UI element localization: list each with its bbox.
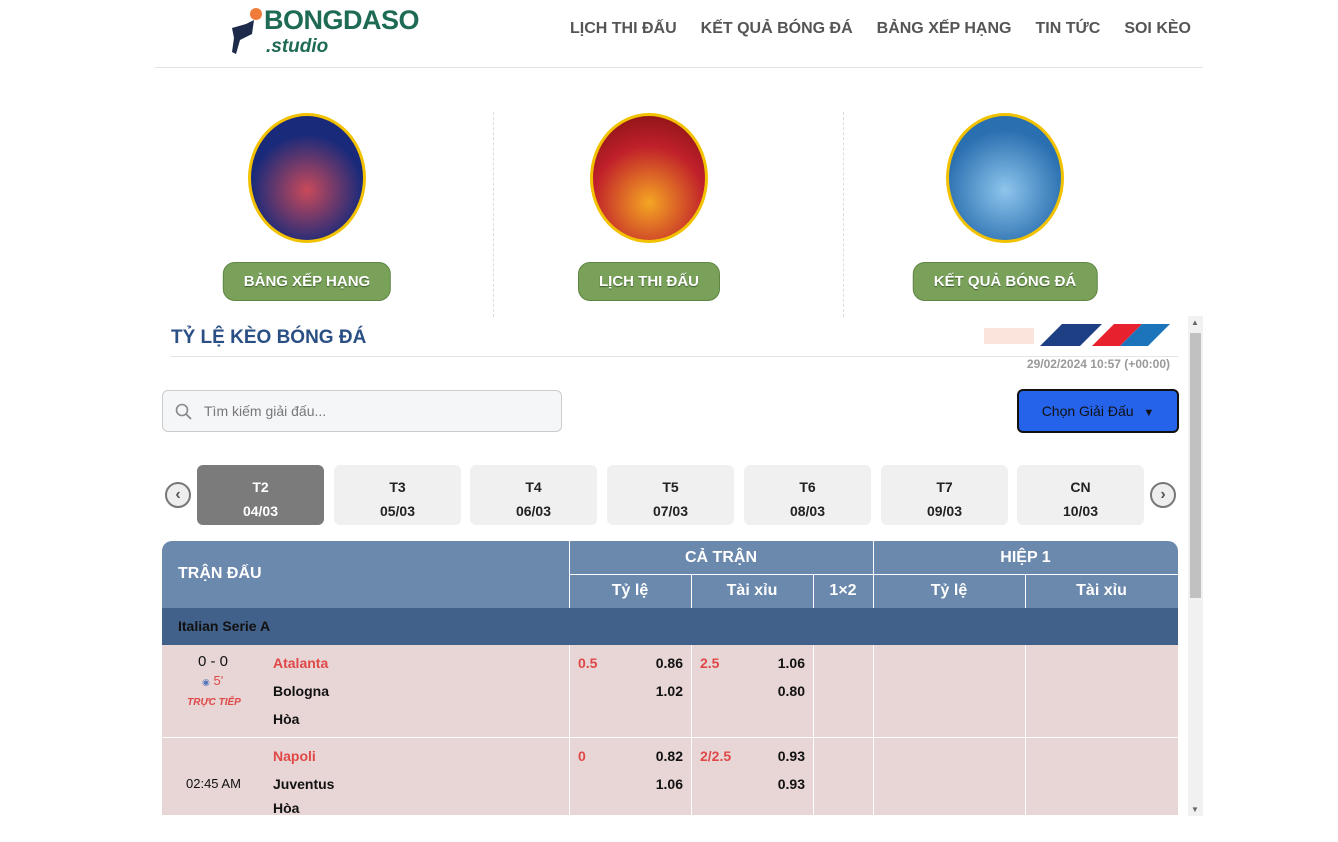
handicap-away-odds[interactable]: 1.02 — [655, 683, 683, 699]
players-image — [248, 113, 366, 243]
over-under-line: 2/2.5 — [700, 748, 732, 764]
day-tab[interactable]: T6 08/03 — [744, 465, 871, 525]
choose-league-dropdown[interactable]: Chọn Giải Đấu ▼ — [1017, 389, 1179, 433]
feature-schedule: LỊCH THI ĐẤU — [474, 97, 824, 317]
away-team: Bologna — [273, 683, 329, 699]
scroll-up-icon[interactable]: ▲ — [1191, 318, 1199, 327]
handicap: 0.5 — [578, 655, 598, 671]
away-team: Juventus — [273, 776, 335, 792]
nav-soi-keo[interactable]: SOI KÈO — [1124, 20, 1191, 37]
feature-results: KẾT QUẢ BÓNG ĐÁ — [830, 97, 1180, 317]
nav-lich-thi-dau[interactable]: LỊCH THI ĐẤU — [569, 20, 677, 37]
draw-label: Hòa — [273, 800, 300, 816]
over-under-line: 2.5 — [700, 655, 720, 671]
caret-down-icon: ▼ — [1143, 407, 1155, 419]
scrollbar-thumb[interactable] — [1190, 333, 1201, 598]
logo[interactable]: BONGDASO .studio — [226, 6, 426, 62]
logo-sub: .studio — [266, 36, 329, 57]
match-minute: 5' — [213, 673, 224, 688]
match-time: 02:45 AM — [186, 776, 241, 791]
scroll-down-icon[interactable]: ▼ — [1191, 805, 1199, 814]
handicap-away-odds[interactable]: 1.06 — [655, 776, 683, 792]
live-badge: TRỰC TIẾP — [187, 697, 241, 708]
nav-ket-qua[interactable]: KẾT QUẢ BÓNG ĐÁ — [700, 20, 853, 37]
col-first-half: HIỆP 1 — [1000, 549, 1051, 566]
next-arrow-icon[interactable]: › — [1150, 482, 1176, 508]
players-image — [590, 113, 708, 243]
table-row[interactable]: 02:45 AM Napoli Juventus Hòa 0 0.82 1.06… — [162, 738, 1178, 816]
search-icon — [175, 403, 192, 420]
over-odds[interactable]: 0.93 — [777, 748, 805, 764]
day-tab[interactable]: T4 06/03 — [470, 465, 597, 525]
divider — [170, 356, 1178, 357]
decorative-stripes-icon — [984, 324, 1170, 346]
day-tab[interactable]: T7 09/03 — [881, 465, 1008, 525]
nav-tin-tuc[interactable]: TIN TỨC — [1035, 20, 1101, 37]
under-odds[interactable]: 0.80 — [777, 683, 805, 699]
col-1x2: 1×2 — [829, 582, 857, 599]
divider — [843, 112, 844, 317]
scrollbar[interactable]: ▲ ▼ — [1188, 316, 1203, 816]
section-title: TỶ LỆ KÈO BÓNG ĐÁ — [171, 327, 367, 348]
col-half-ratio: Tỷ lệ — [930, 582, 968, 599]
home-team: Napoli — [273, 748, 316, 764]
under-odds[interactable]: 0.93 — [777, 776, 805, 792]
league-row[interactable]: Italian Serie A — [162, 608, 1178, 645]
results-button[interactable]: KẾT QUẢ BÓNG ĐÁ — [912, 262, 1098, 301]
choose-league-label: Chọn Giải Đấu — [1041, 403, 1134, 419]
prev-arrow-icon[interactable]: ‹ — [165, 482, 191, 508]
handicap-home-odds[interactable]: 0.86 — [655, 655, 683, 671]
player-logo-icon — [232, 8, 262, 54]
handicap: 0 — [578, 748, 586, 764]
schedule-button[interactable]: LỊCH THI ĐẤU — [578, 262, 720, 301]
draw-label: Hòa — [273, 711, 300, 727]
col-full-match: CẢ TRẬN — [685, 549, 757, 566]
day-tab[interactable]: T5 07/03 — [607, 465, 734, 525]
table-header: TRẬN ĐẤU CẢ TRẬN HIỆP 1 Tỷ lệ Tài xỉu 1×… — [162, 541, 1178, 608]
col-half-over-under: Tài xỉu — [1076, 582, 1127, 599]
col-ratio: Tỷ lệ — [611, 582, 649, 599]
col-over-under: Tài xỉu — [726, 582, 778, 599]
current-datetime: 29/02/2024 10:57 (+00:00) — [1026, 357, 1170, 371]
day-tab[interactable]: CN 10/03 — [1017, 465, 1144, 525]
divider — [155, 67, 1203, 68]
feature-standings: BẢNG XẾP HẠNG — [132, 97, 482, 317]
day-tab[interactable]: T3 05/03 — [334, 465, 461, 525]
nav-bang-xep-hang[interactable]: BẢNG XẾP HẠNG — [876, 20, 1012, 37]
standings-button[interactable]: BẢNG XẾP HẠNG — [222, 262, 392, 301]
search-placeholder: Tìm kiếm giải đấu... — [204, 403, 327, 419]
logo-brand: BONGDASO — [264, 5, 420, 35]
match-score: 0 - 0 — [198, 653, 229, 670]
col-match: TRẬN ĐẤU — [178, 565, 262, 582]
search-input[interactable]: Tìm kiếm giải đấu... — [162, 390, 562, 432]
home-team: Atalanta — [273, 655, 329, 671]
divider — [493, 112, 494, 317]
players-image — [946, 113, 1064, 243]
day-tab[interactable]: T2 04/03 — [197, 465, 324, 525]
handicap-home-odds[interactable]: 0.82 — [655, 748, 683, 764]
over-odds[interactable]: 1.06 — [777, 655, 805, 671]
main-nav: LỊCH THI ĐẤU KẾT QUẢ BÓNG ĐÁ BẢNG XẾP HẠ… — [570, 20, 1191, 38]
table-row[interactable]: 0 - 0 ◉ 5' TRỰC TIẾP Atalanta Bologna Hò… — [162, 645, 1178, 738]
